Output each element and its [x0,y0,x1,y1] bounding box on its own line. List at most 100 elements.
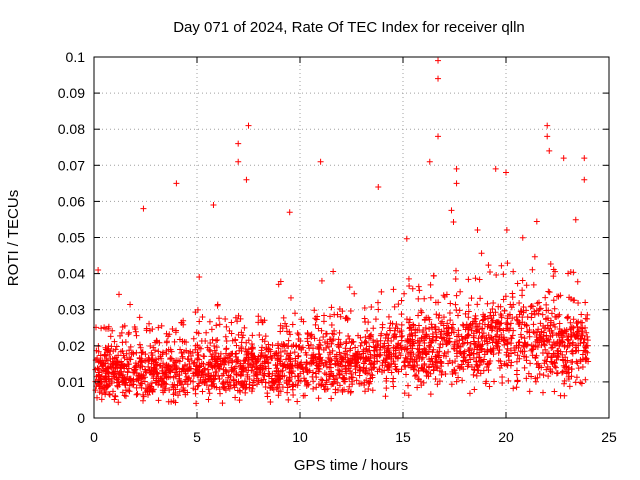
data-point [472,341,479,348]
data-point [443,353,450,360]
data-point [337,341,344,348]
data-point [559,338,566,345]
data-point [318,327,325,334]
data-point [419,349,426,356]
data-point [98,396,105,403]
data-point [293,342,300,349]
axis-ticks [93,56,610,419]
data-point [331,353,338,360]
data-point [582,299,589,306]
data-point [306,367,313,374]
data-point [490,312,497,319]
data-point [458,364,465,371]
data-point [563,348,570,355]
data-point [276,375,283,382]
data-point [478,334,485,341]
data-point [545,307,552,314]
data-point [395,301,402,308]
data-point [436,326,442,333]
data-point [213,322,220,329]
data-point [134,375,141,382]
data-point [530,281,537,288]
data-point [275,372,282,379]
data-point [578,335,585,342]
data-point [501,360,508,367]
data-point [308,331,315,338]
data-point [500,327,507,334]
data-point [233,342,240,349]
data-point [464,332,471,339]
data-point [432,299,439,306]
data-point [575,300,582,307]
data-point [348,371,355,378]
data-point [546,338,553,345]
data-point [471,386,478,393]
data-point [332,389,339,396]
data-point [297,361,304,368]
data-point [329,372,336,379]
data-point [111,373,118,380]
data-point [496,326,503,333]
data-point [332,361,339,368]
data-point [150,375,157,382]
data-point [478,346,485,353]
data-point [318,277,325,284]
data-point [355,332,362,339]
data-point [329,337,336,344]
data-point [223,323,230,330]
data-point [543,366,550,373]
data-point [575,326,582,333]
data-point [222,366,229,373]
data-point [535,326,542,333]
data-point [176,372,183,379]
data-point [235,331,242,338]
data-point [405,275,412,282]
data-point [520,342,527,349]
data-point [453,267,460,274]
data-point [246,376,253,383]
data-point [357,342,364,349]
data-point [294,398,301,405]
data-point [277,356,284,363]
data-point [479,341,486,348]
data-point [464,363,471,370]
data-point [245,122,252,129]
data-point [583,355,590,362]
data-point [492,333,499,340]
data-point [385,362,392,369]
data-point [237,380,244,387]
data-point [446,309,453,316]
data-point [362,338,369,345]
data-point [390,375,397,382]
data-point [382,334,389,341]
y-tick-label: 0.02 [58,338,85,354]
data-point [427,391,434,398]
data-point [309,369,316,376]
data-point [551,363,558,370]
data-point [212,362,219,369]
data-point [379,324,386,331]
data-point [399,332,406,339]
data-point [559,369,566,376]
data-point [192,342,199,349]
data-point [410,364,417,371]
data-point [117,348,124,355]
data-point [365,385,372,392]
data-point [286,209,293,216]
data-point [347,308,354,315]
data-point [483,338,490,345]
data-point [219,372,226,379]
data-point [194,383,201,390]
data-point [580,347,587,354]
data-point [471,366,478,373]
data-point [495,303,502,310]
data-point [405,392,412,399]
data-point [427,343,434,350]
data-point [465,314,472,321]
data-point [383,378,390,385]
data-point [289,321,296,328]
data-point [421,295,428,302]
data-point [508,304,515,311]
data-point [417,307,424,314]
